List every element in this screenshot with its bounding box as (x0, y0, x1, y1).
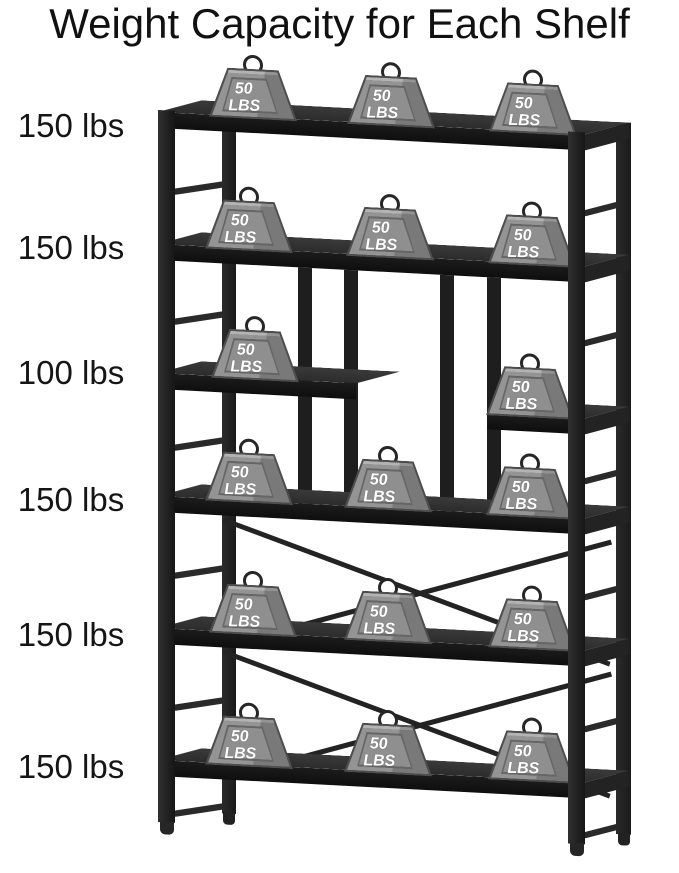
right-side-rail (585, 716, 616, 734)
back-right-foot (618, 833, 630, 846)
capacity-label-shelf-3: 100 lbs (17, 354, 125, 391)
front-right-post (568, 131, 585, 845)
weight-block: 50 LBS (205, 436, 293, 505)
weight-label: 50 LBS (230, 341, 263, 376)
weight-label: 50 LBS (365, 219, 398, 254)
weight-block: 50 LBS (486, 351, 574, 420)
capacity-label-shelf-5: 150 lbs (17, 616, 125, 653)
weight-label: 50 LBS (507, 610, 540, 646)
capacity-label-shelf-6: 150 lbs (17, 748, 125, 785)
right-side-rail (585, 822, 616, 840)
weight-block: 50 LBS (209, 569, 297, 638)
weight-label: 50 LBS (508, 95, 541, 130)
divider-strut (440, 274, 454, 512)
capacity-label-shelf-2: 150 lbs (17, 229, 125, 266)
front-left-foot (160, 821, 174, 835)
front-left-post (158, 110, 175, 823)
right-side-rail (585, 468, 616, 486)
right-side-rail (585, 330, 616, 348)
weight-block: 50 LBS (211, 314, 299, 383)
weight-label: 50 LBS (228, 596, 261, 631)
weight-label: 50 LBS (507, 742, 540, 778)
weight-block: 50 LBS (344, 444, 432, 513)
weight-block: 50 LBS (489, 67, 577, 136)
weight-label: 50 LBS (366, 87, 399, 123)
weight-label: 50 LBS (363, 603, 396, 638)
weight-block: 50 LBS (347, 60, 435, 129)
weight-block: 50 LBS (344, 576, 432, 645)
weight-label: 50 LBS (224, 464, 257, 499)
weight-block: 50 LBS (488, 715, 576, 784)
weight-block: 50 LBS (205, 184, 293, 253)
weight-label: 50 LBS (505, 478, 538, 514)
weight-label: 50 LBS (505, 378, 538, 414)
weight-block: 50 LBS (205, 700, 293, 769)
weight-label: 50 LBS (507, 226, 540, 262)
page-title: Weight Capacity for Each Shelf (49, 0, 630, 47)
right-side-rail (585, 584, 616, 602)
weight-label: 50 LBS (363, 735, 396, 770)
weight-block: 50 LBS (488, 583, 576, 652)
weight-block: 50 LBS (486, 451, 574, 520)
weight-label: 50 LBS (224, 728, 257, 763)
capacity-label-shelf-4: 150 lbs (17, 481, 125, 518)
weight-block: 50 LBS (346, 192, 434, 261)
back-right-post (616, 122, 631, 835)
weight-label: 50 LBS (224, 212, 257, 247)
weight-block: 50 LBS (209, 53, 297, 122)
back-left-foot (223, 812, 235, 826)
left-side-rail (175, 801, 222, 819)
weight-label: 50 LBS (228, 80, 261, 115)
weight-block: 50 LBS (344, 708, 432, 777)
front-right-foot (570, 842, 584, 857)
weight-label: 50 LBS (363, 471, 396, 506)
capacity-label-shelf-1: 150 lbs (17, 107, 125, 144)
right-side-rail (585, 200, 616, 218)
weight-block: 50 LBS (488, 199, 576, 268)
